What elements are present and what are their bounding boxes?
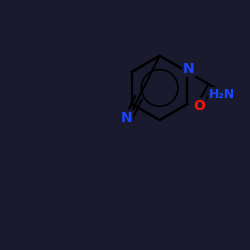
Text: N: N xyxy=(183,62,194,76)
Text: O: O xyxy=(193,99,205,113)
Text: N: N xyxy=(120,111,132,125)
Text: H₂N: H₂N xyxy=(208,88,235,101)
